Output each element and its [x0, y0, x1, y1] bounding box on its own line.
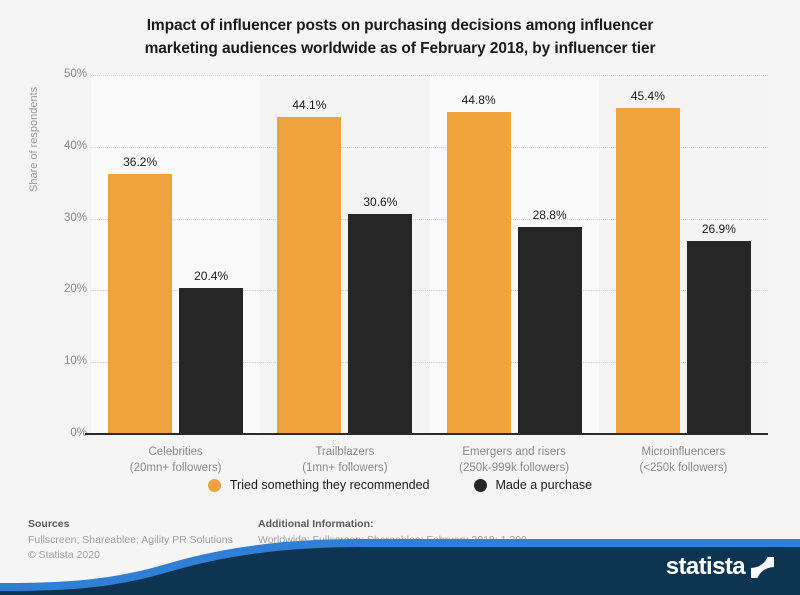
gridline [91, 75, 768, 76]
bar[interactable]: 30.6% [348, 195, 413, 434]
bar-group: 45.4% 26.9% [599, 75, 768, 434]
title-line-1: Impact of influencer posts on purchasing… [146, 17, 654, 34]
y-axis-tick-label: 30% [63, 211, 87, 224]
bar-value-label: 28.8% [532, 208, 567, 223]
x-axis-category-line: (20mn+ followers) [129, 462, 222, 474]
x-axis-category-line: (<250k followers) [639, 462, 728, 474]
bar[interactable]: 44.1% [277, 98, 342, 434]
statista-logo-icon [751, 556, 774, 578]
y-axis-tick-label: 20% [63, 283, 87, 296]
legend-color-swatch-icon [473, 478, 487, 492]
bar[interactable]: 28.8% [517, 208, 582, 434]
legend-color-swatch-icon [207, 478, 221, 492]
title-line-2: marketing audiences worldwide as of Febr… [144, 40, 656, 57]
x-axis-category-line: Celebrities [148, 446, 203, 458]
bar-value-label: 20.4% [194, 268, 229, 283]
chart-legend: Tried something they recommended Made a p… [0, 478, 800, 492]
bar-group: 44.1% 30.6% [260, 75, 429, 434]
bar-value-label: 44.8% [461, 93, 496, 108]
x-axis-category-label: Microinfluencers (<250k followers) [599, 444, 768, 476]
bar-group: 36.2% 20.4% [91, 75, 260, 434]
x-axis-category-line: Trailblazers [315, 446, 375, 458]
gridline [91, 146, 768, 148]
y-axis-tick-label: 40% [63, 139, 87, 152]
page-title: Impact of influencer posts on purchasing… [60, 14, 740, 60]
x-axis-category-line: (250k-999k followers) [459, 462, 570, 474]
legend-label: Made a purchase [495, 478, 593, 492]
bar-value-label: 44.1% [292, 98, 327, 113]
sources-text: Fullscreen; Shareablee; Agility PR Solut… [28, 534, 233, 546]
x-axis-category-line: (1mn+ followers) [302, 462, 388, 474]
legend-label: Tried something they recommended [229, 478, 430, 492]
additional-info-text: Worldwide; Fullscreen; Shareablee; Febru… [258, 534, 577, 575]
x-axis-category-line: Microinfluencers [641, 446, 726, 458]
copyright-text: © Statista 2020 [28, 548, 100, 561]
plot-area: 36.2% 20.4% 44.1% 30.6% 44.8% 28.8% 45.4% 26.9% [85, 75, 768, 435]
additional-info-block: Additional Information: Worldwide; Fulls… [258, 518, 588, 577]
sources-block: Sources Fullscreen; Shareablee; Agility … [28, 518, 243, 562]
gridline [91, 362, 768, 364]
statista-logo: statista [666, 553, 774, 581]
x-axis-category-label: Celebrities (20mn+ followers) [91, 444, 260, 476]
legend-item[interactable]: Made a purchase [473, 478, 593, 492]
bar[interactable]: 44.8% [446, 93, 511, 434]
statista-wordmark: statista [665, 553, 746, 580]
x-axis-category-label: Trailblazers (1mn+ followers) [260, 444, 429, 476]
x-axis-category-label: Emergers and risers (250k-999k followers) [430, 444, 599, 476]
bar[interactable]: 45.4% [615, 89, 680, 434]
bar-value-label: 45.4% [630, 89, 665, 104]
y-axis-tick-label: 50% [63, 68, 87, 80]
x-axis-line [85, 433, 768, 435]
y-axis-tick-label: 0% [70, 427, 87, 439]
additional-info-heading: Additional Information: [258, 518, 374, 530]
sources-heading: Sources [28, 518, 70, 530]
bar[interactable]: 36.2% [108, 155, 173, 434]
bar-value-label: 36.2% [123, 155, 158, 170]
y-axis-tick-label: 10% [63, 355, 87, 368]
legend-item[interactable]: Tried something they recommended [207, 478, 430, 492]
bar[interactable]: 26.9% [686, 222, 751, 434]
bar-value-label: 26.9% [701, 221, 736, 236]
bar-group: 44.8% 28.8% [430, 75, 599, 434]
bar-value-label: 30.6% [363, 195, 398, 210]
x-axis-category-line: Emergers and risers [462, 446, 566, 458]
gridline [91, 218, 768, 220]
gridline [91, 290, 768, 292]
bar[interactable]: 20.4% [179, 269, 244, 434]
